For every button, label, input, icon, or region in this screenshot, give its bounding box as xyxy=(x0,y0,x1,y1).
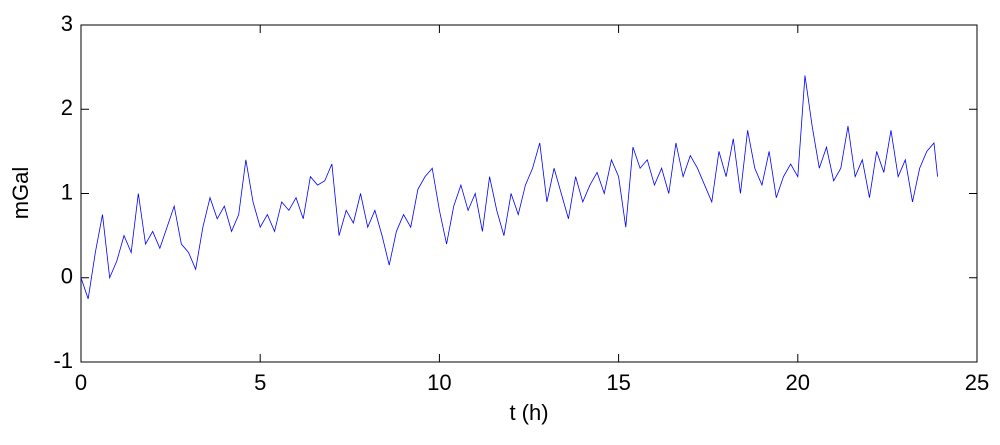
x-tick-label: 20 xyxy=(786,370,810,395)
y-tick-label: -1 xyxy=(53,348,73,373)
y-tick-label: 2 xyxy=(61,95,73,120)
x-tick-label: 5 xyxy=(254,370,266,395)
x-tick-label: 15 xyxy=(606,370,630,395)
x-tick-label: 0 xyxy=(75,370,87,395)
x-tick-label: 10 xyxy=(427,370,451,395)
y-axis-label: mGal xyxy=(8,167,33,220)
x-axis-label: t (h) xyxy=(509,400,548,425)
y-tick-label: 1 xyxy=(61,179,73,204)
y-tick-label: 3 xyxy=(61,11,73,36)
x-tick-label: 25 xyxy=(965,370,989,395)
data-line xyxy=(80,75,938,299)
plot-frame xyxy=(80,24,978,363)
y-tick-label: 0 xyxy=(61,264,73,289)
